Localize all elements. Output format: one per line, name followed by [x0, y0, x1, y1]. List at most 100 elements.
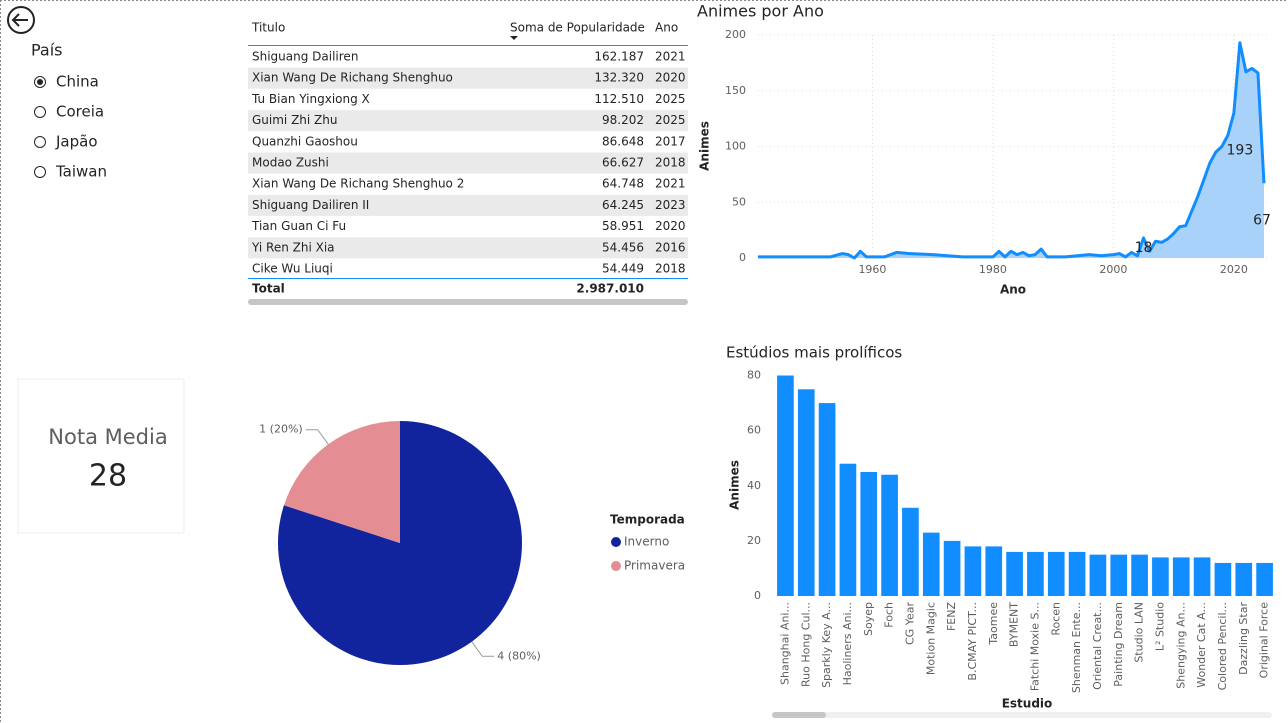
- table-cell: 2021: [655, 50, 686, 64]
- table-cell: Xian Wang De Richang Shenghuo 2: [252, 177, 464, 191]
- y-tick-label: 0: [739, 251, 746, 264]
- table-cell: 98.202: [602, 113, 644, 127]
- data-label: 4 (80%): [497, 649, 541, 662]
- slicer-option[interactable]: Japão: [55, 133, 98, 151]
- table-cell: 112.510: [594, 92, 644, 106]
- bar[interactable]: [1027, 551, 1044, 596]
- bar[interactable]: [777, 375, 794, 596]
- x-tick-label: Taomee: [987, 602, 1000, 646]
- pie-slice[interactable]: [278, 420, 523, 665]
- bar[interactable]: [1235, 562, 1253, 596]
- area: [758, 42, 1264, 259]
- bar[interactable]: [985, 546, 1003, 596]
- y-tick-label: 50: [732, 195, 746, 208]
- x-tick-label: 2000: [1099, 263, 1127, 276]
- card-label: Nota Media: [48, 425, 167, 449]
- x-tick-label: Dazzling Star: [1237, 602, 1250, 675]
- bar[interactable]: [1152, 557, 1169, 596]
- bar[interactable]: [1214, 562, 1232, 596]
- legend-marker[interactable]: [611, 561, 621, 571]
- x-tick-label: Studio LAN: [1133, 602, 1146, 663]
- legend-label[interactable]: Inverno: [624, 535, 669, 549]
- legend-label[interactable]: Primavera: [624, 559, 685, 573]
- table-cell: 2023: [655, 198, 686, 212]
- legend-marker[interactable]: [611, 537, 621, 547]
- bar[interactable]: [943, 540, 961, 596]
- chart-scrollbar[interactable]: [772, 712, 826, 718]
- table-cell: 64.245: [602, 198, 644, 212]
- table-row-bg: [248, 194, 688, 216]
- table-cell: 86.648: [602, 134, 644, 148]
- bar[interactable]: [860, 471, 878, 596]
- x-tick-label: Ruo Hong Cul...: [799, 602, 812, 687]
- bar[interactable]: [839, 463, 857, 596]
- y-tick-label: 20: [747, 534, 761, 547]
- y-tick-label: 100: [725, 140, 746, 153]
- bar[interactable]: [1006, 551, 1023, 596]
- x-tick-label: Oriental Creat...: [1091, 602, 1104, 690]
- back-button[interactable]: [7, 6, 35, 34]
- table-cell: Quanzhi Gaoshou: [252, 134, 358, 148]
- y-tick-label: 60: [747, 424, 761, 437]
- bar[interactable]: [1172, 557, 1190, 596]
- x-tick-label: 1960: [858, 263, 886, 276]
- table-row-bg: [248, 67, 688, 89]
- back-icon[interactable]: [7, 6, 35, 34]
- bar[interactable]: [964, 546, 982, 596]
- table-cell: 64.748: [602, 177, 644, 191]
- card: [17, 378, 185, 534]
- x-tick-label: B.CMAY PICT...: [966, 602, 979, 681]
- y-tick-label: 200: [725, 28, 746, 41]
- bar[interactable]: [902, 507, 919, 596]
- table-cell: 2025: [655, 92, 686, 106]
- chart-scrollbar-track[interactable]: [772, 712, 1272, 718]
- table-scrollbar[interactable]: [248, 299, 688, 305]
- bar[interactable]: [1256, 562, 1273, 596]
- x-tick-label: CG Year: [903, 602, 916, 645]
- table-cell: Cike Wu Liuqi: [252, 262, 333, 276]
- bar[interactable]: [1131, 554, 1148, 596]
- slicer-option[interactable]: China: [56, 73, 99, 91]
- table-cell: 2025: [655, 113, 686, 127]
- data-label: 1 (20%): [259, 423, 303, 436]
- bar[interactable]: [922, 532, 940, 596]
- x-axis-title: Estudio: [1002, 697, 1053, 711]
- bar[interactable]: [1068, 551, 1086, 596]
- slicer-option[interactable]: Taiwan: [55, 163, 107, 181]
- x-tick-label: Original Force: [1258, 602, 1271, 679]
- radio-button[interactable]: [34, 166, 46, 178]
- table-cell: 54.449: [602, 262, 644, 276]
- table-cell: 66.627: [602, 156, 644, 170]
- table-cell: 58.951: [602, 219, 644, 233]
- bar[interactable]: [797, 389, 815, 596]
- data-label: 18: [1135, 240, 1153, 256]
- table-cell: Modao Zushi: [252, 156, 329, 170]
- x-tick-label: Motion Magic: [924, 602, 937, 675]
- slicer-option[interactable]: Coreia: [56, 103, 104, 121]
- x-tick-label: Soyep: [862, 602, 875, 636]
- radio-dot[interactable]: [37, 79, 43, 85]
- table-total: 2.987.010: [576, 282, 644, 296]
- leader-line: [305, 429, 329, 445]
- data-label: 193: [1227, 142, 1254, 158]
- table-header: Titulo: [251, 21, 285, 35]
- card-value: 28: [89, 459, 127, 494]
- bar[interactable]: [1110, 554, 1128, 596]
- back-arrow[interactable]: [11, 13, 28, 27]
- bar[interactable]: [818, 403, 836, 596]
- data-label: 67: [1253, 213, 1271, 229]
- table-cell: 162.187: [594, 50, 644, 64]
- table-cell: Tu Bian Yingxiong X: [251, 92, 370, 106]
- radio-button[interactable]: [34, 136, 46, 148]
- x-tick-label: 2020: [1220, 263, 1248, 276]
- radio-button[interactable]: [34, 106, 46, 118]
- bar[interactable]: [1193, 557, 1211, 596]
- y-tick-label: 0: [754, 589, 761, 602]
- bar[interactable]: [881, 474, 898, 596]
- x-tick-label: Colored Pencil...: [1216, 602, 1229, 690]
- bar[interactable]: [1047, 551, 1065, 596]
- bar[interactable]: [1089, 554, 1107, 596]
- pie-slice[interactable]: [283, 421, 400, 543]
